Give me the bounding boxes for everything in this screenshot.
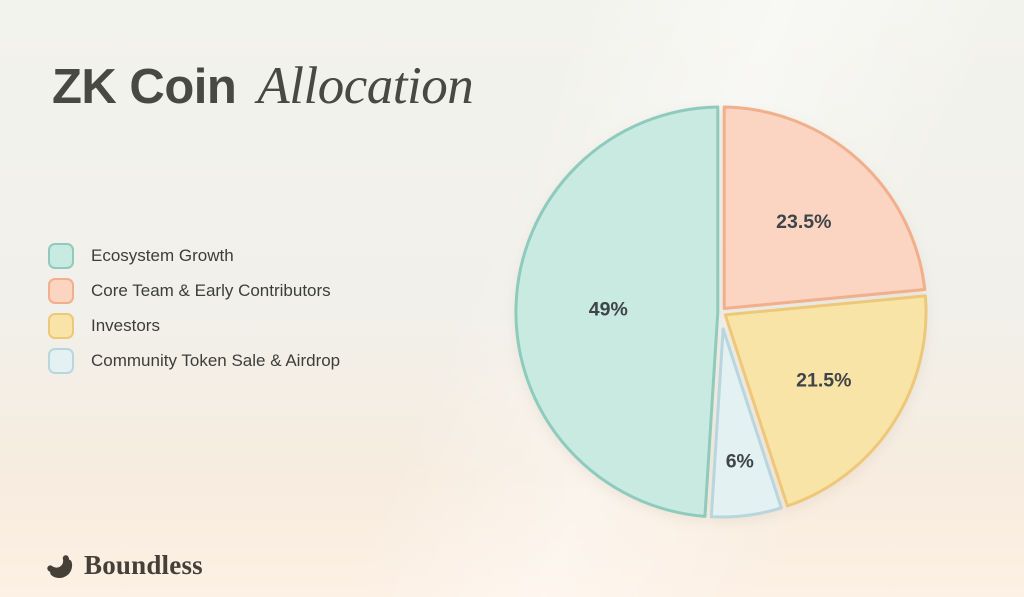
legend-item-community-token-sale-airdrop: Community Token Sale & Airdrop [48,348,340,374]
legend-item-core-team-early-contributors: Core Team & Early Contributors [48,278,340,304]
pie-slice-value-label: 23.5% [776,211,831,233]
pie-slice-core-team-early-contributors [722,105,927,310]
boundless-wordmark: Boundless [84,550,203,580]
pie-slice-investors [723,294,928,508]
legend-swatch [48,348,74,374]
chart-legend: Ecosystem Growth Core Team & Early Contri… [48,243,340,374]
legend-label: Investors [91,316,160,335]
legend-swatch [48,313,74,339]
legend-item-ecosystem-growth: Ecosystem Growth [48,243,340,269]
legend-label: Core Team & Early Contributors [91,281,331,300]
legend-swatch [48,278,74,304]
pie-slice-value-label: 6% [726,450,754,472]
page-title-regular: ZK Coin [52,60,237,114]
legend-swatch [48,243,74,269]
pie-chart: 49% 23.5% 21.5% 6% [496,87,946,537]
pie-slice-value-label: 21.5% [796,369,851,391]
pie-slice-ecosystem-growth [514,105,720,518]
legend-label: Ecosystem Growth [91,246,234,265]
brand-footer: Boundless [44,550,203,581]
pie-chart-svg: 49% 23.5% 21.5% 6% [514,105,928,519]
legend-item-investors: Investors [48,313,340,339]
boundless-logo-icon [47,555,73,578]
pie-slice-community-token-sale-airdrop [709,327,783,519]
legend-label: Community Token Sale & Airdrop [91,351,341,370]
page-title-italic: Allocation [257,57,474,115]
page-title: ZK Coin Allocation [52,56,474,116]
pie-slice-value-label: 49% [589,298,628,320]
